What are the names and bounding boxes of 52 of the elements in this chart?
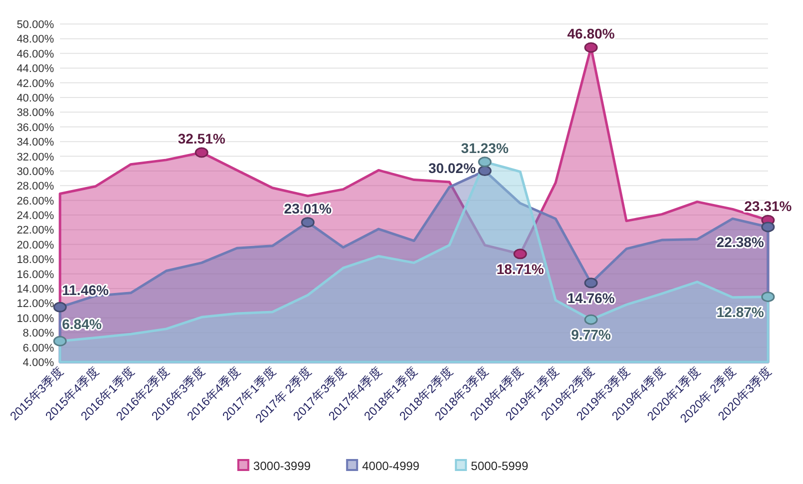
y-tick-label: 38.00%: [16, 107, 54, 120]
y-tick-label: 8.00%: [22, 328, 54, 340]
y-tick-label: 12.00%: [16, 298, 54, 310]
y-tick-label: 46.00%: [16, 48, 54, 60]
y-tick-label: 50.00%: [16, 19, 54, 31]
y-tick-label: 14.00%: [16, 284, 54, 296]
y-tick-label: 4.00%: [22, 357, 54, 369]
y-tick-label: 36.00%: [16, 122, 54, 134]
data-label: 32.51%: [178, 130, 226, 147]
legend-label: 3000-3999: [253, 459, 312, 473]
data-label: 46.80%: [567, 26, 616, 42]
legend-label: 5000-5999: [470, 459, 529, 473]
y-tick-label: 18.00%: [16, 254, 54, 266]
data-label: 30.02%: [428, 160, 476, 176]
y-tick-label: 6.00%: [22, 342, 54, 354]
data-label: 9.77%: [571, 326, 612, 343]
point: [53, 302, 67, 312]
legend-label: 4000-4999: [362, 459, 420, 473]
data-label: 31.23%: [461, 140, 510, 156]
data-label: 18.71%: [496, 260, 544, 277]
point: [584, 42, 598, 53]
y-tick-label: 48.00%: [16, 34, 54, 46]
point: [513, 248, 527, 260]
data-label: 11.46%: [62, 282, 110, 298]
y-tick-label: 20.00%: [16, 239, 54, 252]
y-tick-label: 10.00%: [16, 312, 54, 325]
y-tick-label: 28.00%: [16, 180, 54, 193]
y-tick-label: 44.00%: [16, 63, 54, 76]
y-tick-label: 22.00%: [16, 224, 54, 237]
y-tick-label: 26.00%: [16, 195, 54, 208]
data-label: 12.87%: [716, 304, 765, 320]
y-tick-label: 42.00%: [16, 78, 54, 90]
data-label: 23.01%: [284, 200, 332, 216]
y-tick-label: 40.00%: [16, 92, 54, 104]
data-label: 14.76%: [567, 290, 616, 306]
point: [194, 147, 208, 158]
y-tick-label: 34.00%: [16, 136, 54, 149]
y-tick-label: 32.00%: [16, 151, 54, 164]
point: [53, 336, 67, 346]
point: [584, 314, 598, 325]
data-label: 6.84%: [62, 316, 102, 332]
point: [478, 166, 492, 176]
data-label: 22.38%: [716, 234, 765, 250]
point: [301, 217, 315, 228]
y-tick-label: 16.00%: [16, 268, 54, 281]
point: [761, 222, 775, 232]
point: [584, 278, 598, 288]
y-tick-label: 30.00%: [16, 166, 54, 178]
point: [761, 292, 775, 302]
y-tick-label: 24.00%: [16, 210, 54, 222]
data-label: 23.31%: [744, 198, 792, 214]
point: [478, 156, 492, 168]
